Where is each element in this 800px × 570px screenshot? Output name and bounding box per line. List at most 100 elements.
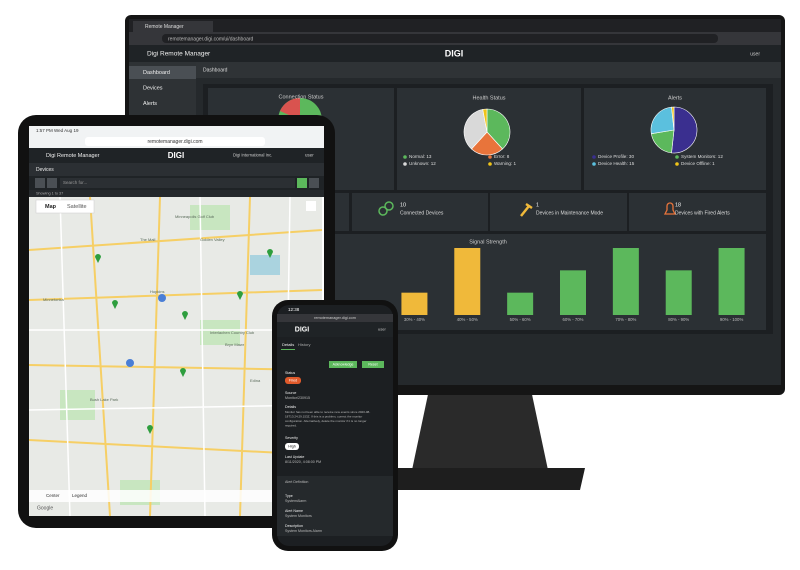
bar	[454, 248, 481, 315]
roads	[28, 196, 323, 517]
tab-bar	[129, 19, 781, 32]
streets	[28, 196, 323, 517]
pie-slice	[471, 131, 503, 156]
fullscreen[interactable]	[306, 201, 316, 211]
button[interactable]	[329, 361, 357, 368]
url-field[interactable]	[85, 137, 265, 146]
tile[interactable]	[629, 193, 766, 231]
tab: Details	[282, 342, 294, 347]
pie-slice	[482, 108, 488, 133]
details-line: Monitor has not been able to receive new…	[285, 410, 370, 414]
page-title: Devices	[36, 167, 54, 173]
panel-title: Connection Status	[279, 94, 324, 100]
tile-label: Devices with Fired Alerts	[675, 210, 730, 216]
bar	[401, 292, 428, 315]
chart-title: Alerts	[668, 95, 682, 101]
chart-title: Health Status	[472, 95, 505, 101]
wrench-icon	[520, 202, 533, 217]
cluster-marker[interactable]	[126, 359, 134, 367]
tile-value: 1	[536, 202, 539, 208]
url-field[interactable]	[162, 34, 718, 43]
showing: Showing 1 to 37	[36, 192, 63, 196]
search-button[interactable]	[297, 178, 307, 188]
button[interactable]	[309, 178, 319, 188]
field: System Monitors Alarm	[285, 529, 322, 533]
x-tick-label: 60% - 70%	[562, 317, 583, 322]
field: Source	[285, 391, 296, 395]
field: Alert Definition	[285, 480, 308, 484]
park	[190, 205, 230, 230]
logo: DIGI	[445, 48, 464, 58]
map-control: Legend	[72, 493, 88, 498]
connection-pie-slice	[280, 98, 300, 120]
bar	[665, 270, 692, 315]
legend-dot	[675, 162, 679, 166]
legend-dot	[488, 155, 492, 159]
button[interactable]	[362, 361, 384, 368]
button[interactable]	[47, 178, 57, 188]
legend-label: System Monitors: 12	[681, 154, 723, 159]
org: Digi International Inc.	[233, 153, 272, 158]
tile-value: 10	[400, 202, 406, 208]
url: remotemanager.digi.com	[147, 139, 202, 145]
chart-title: Signal Strength	[469, 239, 507, 245]
app-header	[277, 322, 393, 337]
map-tab: Map	[45, 204, 57, 210]
pie-slice	[486, 108, 511, 150]
place-label: Minnetonka	[43, 297, 64, 302]
details-line: configuration. Alternatively, delete the…	[285, 419, 367, 423]
tile[interactable]	[490, 193, 627, 231]
phone: 12:38 remotemanager.digi.com DIGI user Detai…	[272, 300, 398, 551]
map-footer	[29, 490, 322, 502]
status-time: 1:57 PM Wed Aug 19	[36, 128, 79, 133]
x-tick-label: 90% - 100%	[720, 317, 744, 322]
page-title: Dashboard	[203, 67, 228, 73]
tab: History	[298, 342, 310, 347]
place-label: Golden Valley	[200, 237, 225, 242]
button[interactable]	[35, 178, 45, 188]
pie-slice	[671, 106, 698, 154]
nav-item: Alerts	[143, 101, 157, 107]
field: Alert Name	[285, 509, 303, 513]
link-icon	[378, 206, 388, 216]
app-header	[129, 45, 781, 62]
tab-underline	[281, 349, 295, 350]
field: Description	[285, 524, 303, 528]
pie-slice	[671, 106, 675, 131]
legend-label: Error: 8	[494, 154, 510, 159]
field: Last Update	[285, 455, 304, 459]
details-line: 18T13:24:29.153Z. If this is a problem, …	[285, 414, 362, 418]
place-label: Bush Lake Park	[90, 397, 118, 402]
button-label: Acknowledge	[333, 362, 354, 366]
field: SystemAlarm	[285, 499, 306, 503]
search: Search for...	[63, 180, 87, 185]
cluster-marker[interactable]	[158, 294, 166, 302]
map-type[interactable]	[35, 199, 95, 214]
field: Severity	[285, 436, 298, 440]
pie-slice	[650, 106, 675, 135]
search-box[interactable]	[60, 178, 295, 188]
field: System Monitors	[285, 514, 312, 518]
place-label: Edina	[250, 378, 261, 383]
user: user	[750, 51, 760, 57]
map-tab: Satellite	[67, 204, 87, 210]
sub-header	[196, 62, 781, 78]
url: remotemanager.digi.com	[314, 316, 356, 320]
legend-dot	[488, 162, 492, 166]
place-label: Minneapolis Golf Club	[175, 214, 215, 219]
lake	[250, 255, 280, 275]
nav-item: Dashboard	[143, 70, 170, 76]
browser-tab[interactable]	[133, 21, 213, 32]
app-header	[29, 148, 324, 163]
tile[interactable]	[352, 193, 488, 231]
tab-title: Remote Manager	[145, 24, 184, 30]
field: Status	[285, 371, 295, 375]
user: user	[305, 153, 314, 158]
place-label: Hopkins	[150, 289, 164, 294]
section	[277, 476, 393, 536]
legend-label: Unknown: 12	[409, 161, 436, 166]
x-tick-label: 30% - 40%	[404, 317, 425, 322]
map-control: Center	[46, 493, 60, 498]
legend-dot	[403, 162, 407, 166]
page-header	[29, 163, 324, 176]
